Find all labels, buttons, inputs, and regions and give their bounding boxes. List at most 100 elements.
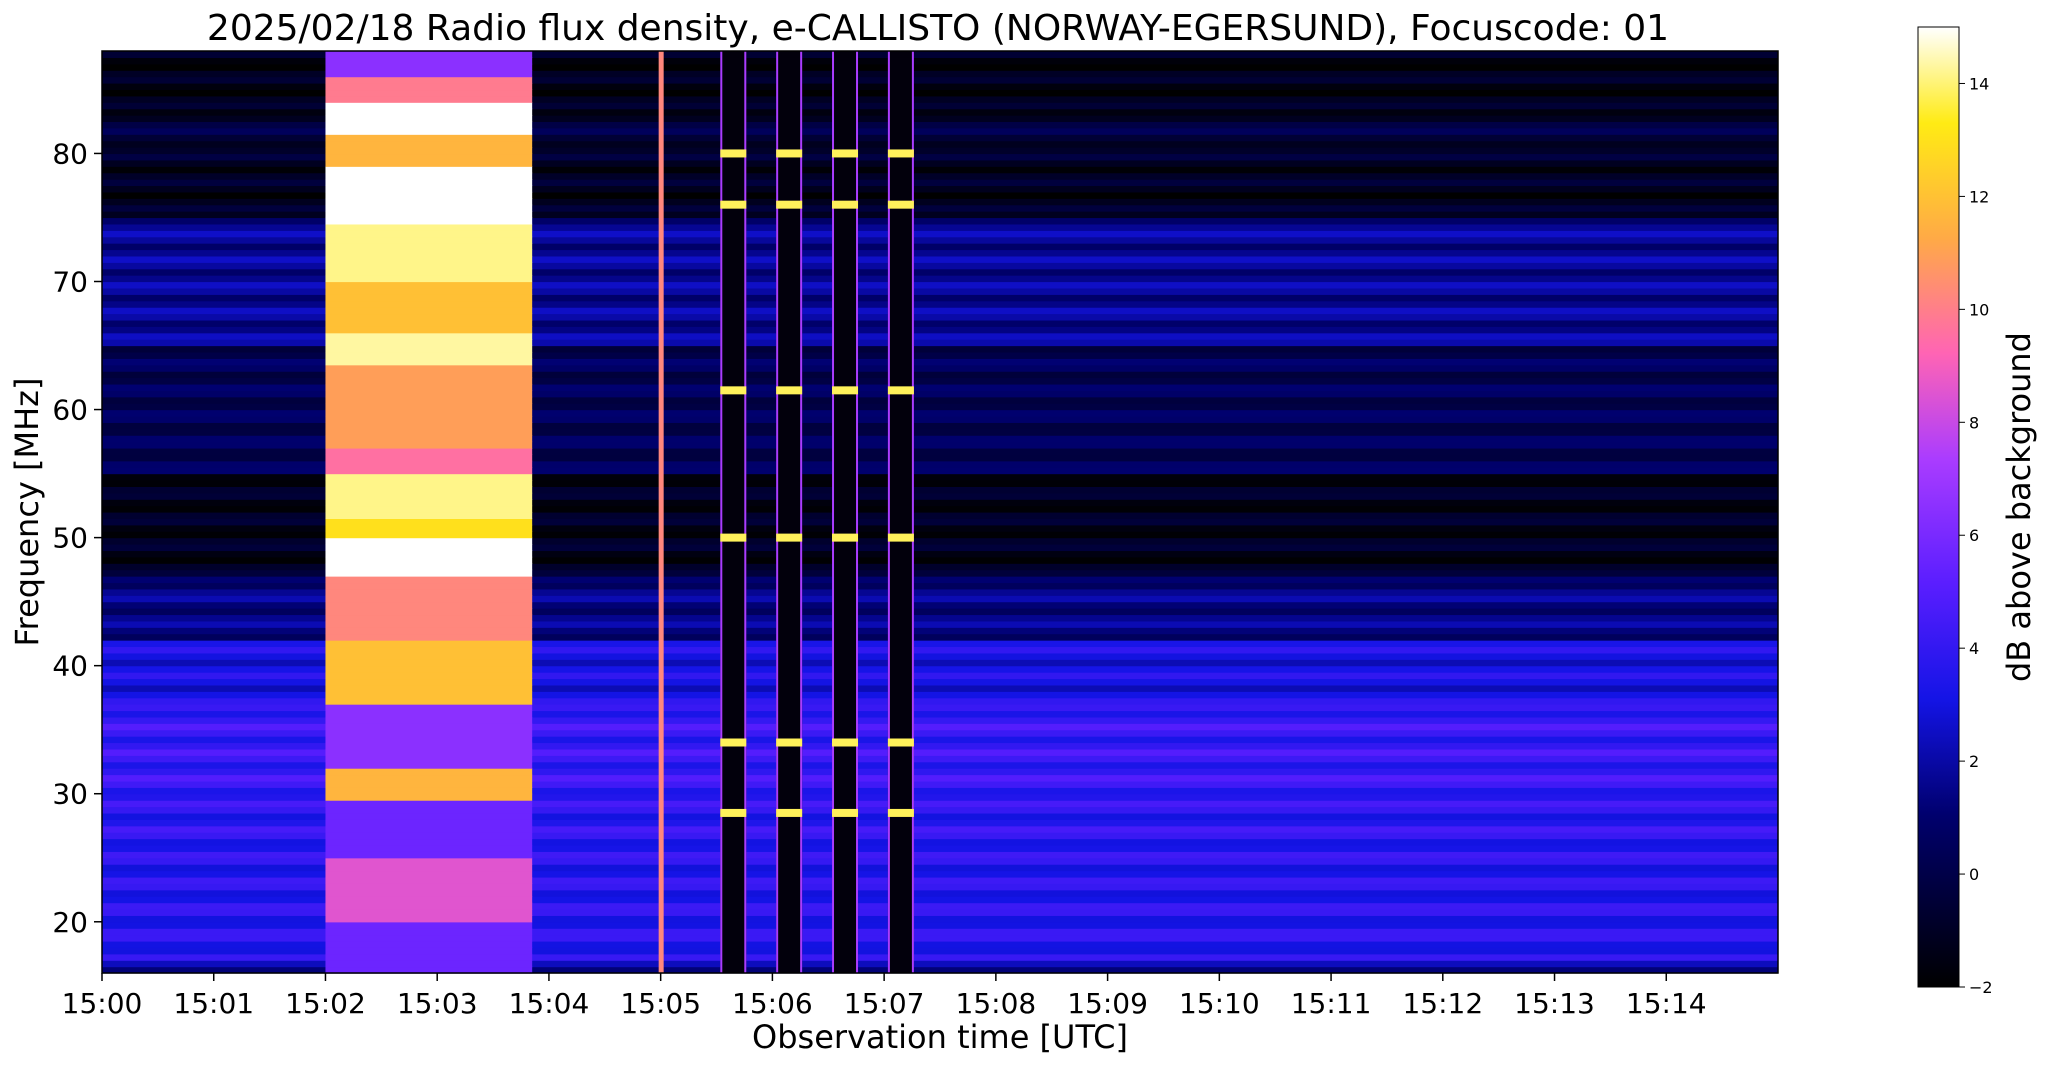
heatmap-row — [102, 505, 1778, 513]
heatmap-row — [102, 166, 1778, 174]
heatmap-row — [102, 908, 1778, 916]
burst-band — [325, 723, 533, 731]
burst-band — [325, 473, 533, 481]
burst-band — [325, 313, 533, 321]
burst-band — [325, 569, 533, 577]
heatmap-row — [102, 800, 1778, 808]
heatmap-row — [102, 332, 1778, 340]
heatmap-row — [102, 211, 1778, 219]
heatmap-row — [102, 159, 1778, 167]
heatmap-row — [102, 844, 1778, 852]
heatmap-row — [102, 102, 1778, 110]
burst-band — [325, 172, 533, 180]
heatmap-row — [102, 313, 1778, 321]
burst-band — [325, 358, 533, 366]
spike-bright-line — [720, 386, 747, 395]
heatmap-row — [102, 428, 1778, 436]
burst-band — [325, 243, 533, 251]
heatmap-row — [102, 966, 1778, 974]
y-tick-label: 80 — [52, 137, 88, 170]
burst-band — [325, 377, 533, 385]
spike-bright-line — [776, 533, 803, 542]
heatmap-row — [102, 595, 1778, 603]
heatmap-row — [102, 83, 1778, 91]
heatmap-row — [102, 524, 1778, 532]
burst-band — [325, 499, 533, 507]
burst-band — [325, 883, 533, 891]
burst-band — [325, 153, 533, 161]
colorbar-tick-label: 8 — [1969, 413, 1979, 432]
burst-band — [325, 806, 533, 814]
heatmap-row — [102, 383, 1778, 391]
heatmap-row — [102, 89, 1778, 97]
heatmap-row — [102, 640, 1778, 648]
spike-edge-left — [832, 51, 835, 973]
heatmap-row — [102, 870, 1778, 878]
burst-band — [325, 627, 533, 635]
x-tick-label: 15:12 — [1402, 987, 1483, 1020]
burst-band — [325, 537, 533, 545]
spike-bright-line — [776, 808, 803, 817]
spike-bright-line — [776, 200, 803, 209]
burst-band — [325, 787, 533, 795]
heatmap-row — [102, 601, 1778, 609]
colorbar-label: dB above background — [2000, 332, 2038, 682]
burst-band — [325, 832, 533, 840]
spike-edge-left — [720, 51, 723, 973]
heatmap-row — [102, 473, 1778, 481]
heatmap-row — [102, 710, 1778, 718]
heatmap-rows — [102, 51, 1778, 974]
heatmap-row — [102, 921, 1778, 929]
burst-band — [325, 275, 533, 283]
spike-bright-line — [887, 149, 914, 158]
heatmap-row — [102, 569, 1778, 577]
burst-band — [325, 217, 533, 225]
heatmap-row — [102, 486, 1778, 494]
heatmap-row — [102, 793, 1778, 801]
spike-column — [887, 51, 914, 973]
burst-band — [325, 678, 533, 686]
heatmap-row — [102, 742, 1778, 750]
spike-edge-right — [911, 51, 914, 973]
burst-band — [325, 415, 533, 423]
heatmap-row — [102, 876, 1778, 884]
heatmap-row — [102, 934, 1778, 942]
heatmap-row — [102, 614, 1778, 622]
heatmap-row — [102, 460, 1778, 468]
heatmap-row — [102, 582, 1778, 590]
burst-band — [325, 793, 533, 801]
burst-band — [325, 281, 533, 289]
heatmap-row — [102, 422, 1778, 430]
burst-band — [325, 492, 533, 500]
heatmap-row — [102, 851, 1778, 859]
heatmap-row — [102, 191, 1778, 199]
burst-band — [325, 729, 533, 737]
burst-band — [325, 204, 533, 212]
burst-band — [325, 851, 533, 859]
spike-bright-line — [887, 200, 914, 209]
burst-band — [325, 588, 533, 596]
x-tick-label: 15:07 — [844, 987, 925, 1020]
heatmap-row — [102, 928, 1778, 936]
calibration-spikes — [658, 51, 914, 973]
heatmap-row — [102, 697, 1778, 705]
heatmap-row — [102, 620, 1778, 628]
burst-band — [325, 300, 533, 308]
heatmap-row — [102, 396, 1778, 404]
heatmap-row — [102, 447, 1778, 455]
y-tick-label: 60 — [52, 394, 88, 427]
burst-band — [325, 896, 533, 904]
heatmap-row — [102, 63, 1778, 71]
heatmap-row — [102, 70, 1778, 78]
heatmap-row — [102, 179, 1778, 187]
heatmap-row — [102, 518, 1778, 526]
burst-band — [325, 908, 533, 916]
y-tick-label: 50 — [52, 522, 88, 555]
heatmap-row — [102, 108, 1778, 116]
burst-band — [325, 179, 533, 187]
colorbar: −2 0 2 4 6 8 10 12 14 dB above background — [1917, 26, 2038, 997]
heatmap-row — [102, 243, 1778, 251]
heatmap-row — [102, 287, 1778, 295]
burst-band — [325, 736, 533, 744]
heatmap-row — [102, 403, 1778, 411]
